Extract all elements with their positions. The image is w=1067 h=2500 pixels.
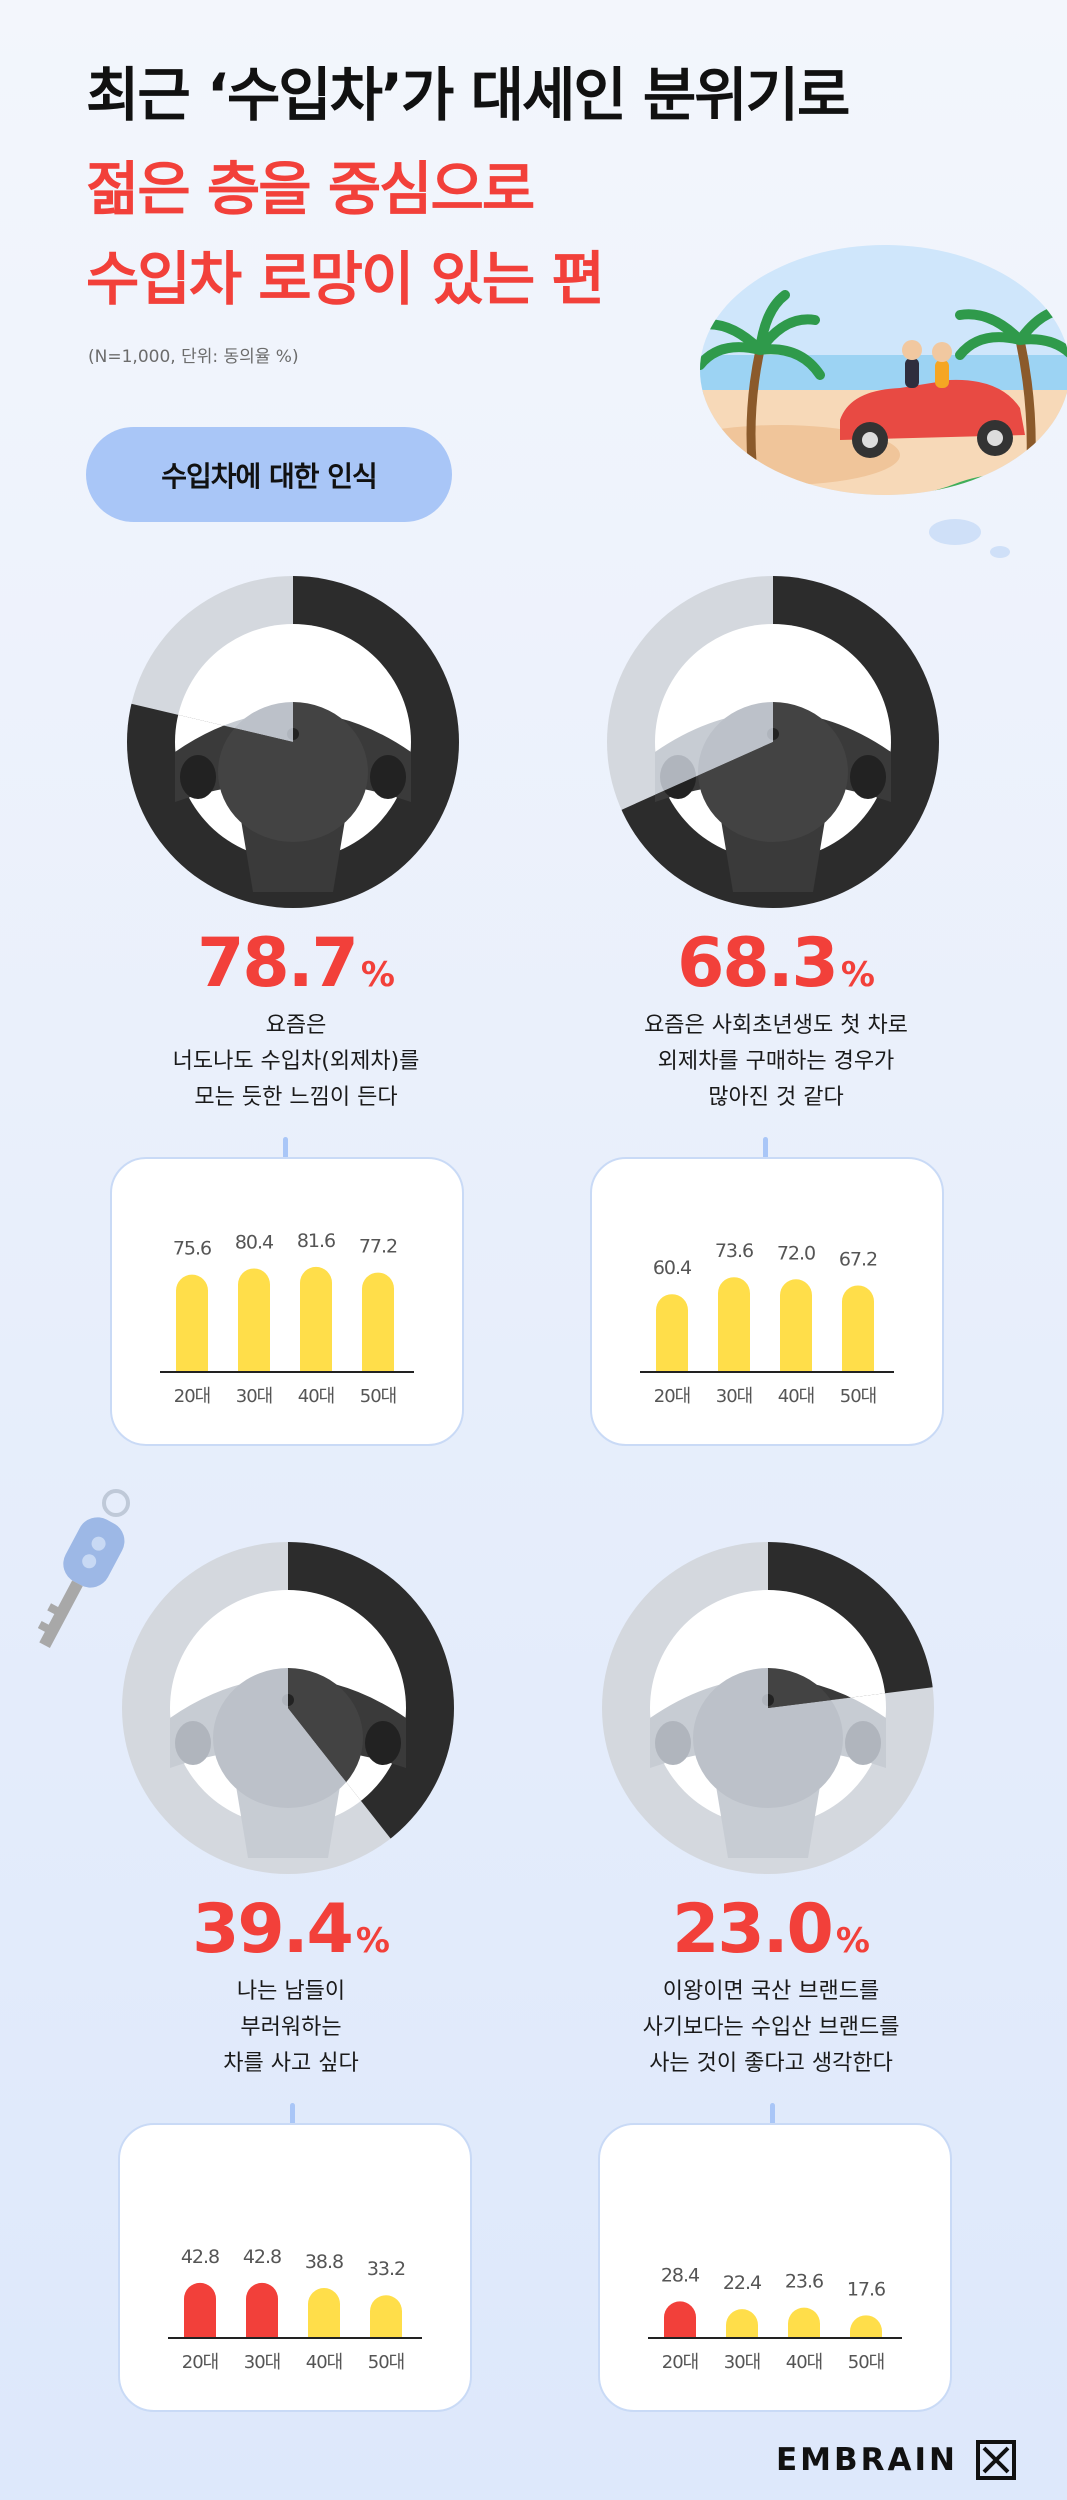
bar-20대	[176, 1274, 208, 1372]
panel-3-connector	[290, 2103, 295, 2129]
value-label-50대: 33.2	[367, 2258, 405, 2280]
category-label-40대: 40대	[786, 2352, 822, 2373]
value-label-40대: 72.0	[777, 1242, 815, 1264]
value-label-50대: 67.2	[839, 1248, 877, 1270]
category-label-50대: 50대	[368, 2352, 404, 2373]
category-label-20대: 20대	[174, 1386, 210, 1407]
value-label-50대: 77.2	[359, 1236, 397, 1258]
category-label-40대: 40대	[778, 1386, 814, 1407]
panel-4-connector	[770, 2103, 775, 2129]
title-line-2: 젊은 층을 중심으로	[86, 155, 535, 223]
category-label-40대: 40대	[298, 1386, 334, 1407]
steering-wheel-gauge-3	[122, 1542, 454, 1874]
value-label-50대: 17.6	[847, 2278, 885, 2300]
age-bar-chart-4: 28.4 20대 22.4 30대 23.6 40대 17.6 50대	[648, 2264, 902, 2373]
steering-wheel-gauge-2	[607, 576, 939, 908]
panel-2-connector	[763, 1137, 768, 1163]
sample-note: (N=1,000, 단위: 동의율 %)	[88, 347, 299, 367]
car-key-icon	[38, 1489, 130, 1648]
steering-wheel-gauge-4	[602, 1542, 934, 1874]
value-label-20대: 75.6	[173, 1238, 211, 1260]
value-label-20대: 28.4	[661, 2264, 700, 2286]
category-label-20대: 20대	[654, 1386, 690, 1407]
bar-20대	[656, 1294, 688, 1372]
bar-50대	[842, 1285, 874, 1372]
bar-50대	[370, 2295, 402, 2338]
wheel-percent-wedge	[768, 1542, 934, 1708]
bar-30대	[718, 1277, 750, 1372]
bar-20대	[664, 2301, 696, 2338]
bar-40대	[308, 2288, 340, 2338]
panel-1-statement: 요즘은 너도나도 수입차(외제차)를 모는 듯한 느낌이 든다	[172, 1013, 420, 1110]
category-label-50대: 50대	[360, 1386, 396, 1407]
value-label-20대: 60.4	[653, 1257, 692, 1279]
panel-4-percent: 23.0%	[672, 1890, 870, 1969]
bar-20대	[184, 2282, 216, 2338]
bar-50대	[850, 2315, 882, 2338]
panel-4-age-card: 28.4 20대 22.4 30대 23.6 40대 17.6 50대	[598, 2123, 952, 2412]
panel-3-age-card: 42.8 20대 42.8 30대 38.8 40대 33.2 50대	[118, 2123, 472, 2412]
bar-40대	[788, 2307, 820, 2338]
category-label-20대: 20대	[662, 2352, 698, 2373]
age-bar-chart-2: 60.4 20대 73.6 30대 72.0 40대 67.2 50대	[640, 1240, 894, 1407]
title-line-1: 최근 ‘수입차’가 대세인 분위기로	[86, 61, 850, 129]
category-label-50대: 50대	[840, 1386, 876, 1407]
category-label-40대: 40대	[306, 2352, 342, 2373]
bar-30대	[246, 2282, 278, 2338]
panel-3-percent: 39.4%	[192, 1890, 390, 1969]
embrain-logo: EMBRAIN	[776, 2440, 1016, 2480]
bar-40대	[300, 1266, 332, 1372]
embrain-mark-icon	[976, 2440, 1016, 2480]
panel-1-percent: 78.7%	[197, 924, 395, 1003]
bar-50대	[362, 1272, 394, 1372]
beach-car-illustration	[700, 245, 1067, 558]
panel-1-age-card: 75.6 20대 80.4 30대 81.6 40대 77.2 50대	[110, 1157, 464, 1446]
value-label-30대: 22.4	[723, 2272, 762, 2294]
value-label-30대: 42.8	[243, 2246, 281, 2268]
category-label-50대: 50대	[848, 2352, 884, 2373]
value-label-40대: 23.6	[785, 2271, 823, 2293]
category-label-30대: 30대	[724, 2352, 760, 2373]
panel-1-connector	[283, 1137, 288, 1163]
category-label-30대: 30대	[716, 1386, 752, 1407]
age-bar-chart-3: 42.8 20대 42.8 30대 38.8 40대 33.2 50대	[168, 2246, 422, 2373]
panel-4-statement: 이왕이면 국산 브랜드를 사기보다는 수입산 브랜드를 사는 것이 좋다고 생각…	[642, 1979, 900, 2076]
steering-wheel-gauge-1	[127, 576, 459, 908]
panel-2-percent: 68.3%	[677, 924, 875, 1003]
bar-40대	[780, 1279, 812, 1372]
value-label-30대: 80.4	[235, 1231, 274, 1253]
value-label-40대: 81.6	[297, 1230, 335, 1252]
value-label-40대: 38.8	[305, 2251, 343, 2273]
category-label-30대: 30대	[236, 1386, 272, 1407]
panel-3-statement: 나는 남들이 부러워하는 차를 사고 싶다	[223, 1979, 359, 2076]
section-label-pill: 수입차에 대한 인식	[86, 427, 452, 522]
age-bar-chart-1: 75.6 20대 80.4 30대 81.6 40대 77.2 50대	[160, 1230, 414, 1407]
bar-30대	[238, 1268, 270, 1372]
title-line-3: 수입차 로망이 있는 편	[86, 245, 605, 313]
bar-30대	[726, 2309, 758, 2338]
value-label-30대: 73.6	[715, 1240, 753, 1262]
category-label-20대: 20대	[182, 2352, 218, 2373]
category-label-30대: 30대	[244, 2352, 280, 2373]
value-label-20대: 42.8	[181, 2246, 219, 2268]
panel-2-age-card: 60.4 20대 73.6 30대 72.0 40대 67.2 50대	[590, 1157, 944, 1446]
panel-2-statement: 요즘은 사회초년생도 첫 차로 외제차를 구매하는 경우가 많아진 것 같다	[644, 1013, 908, 1110]
